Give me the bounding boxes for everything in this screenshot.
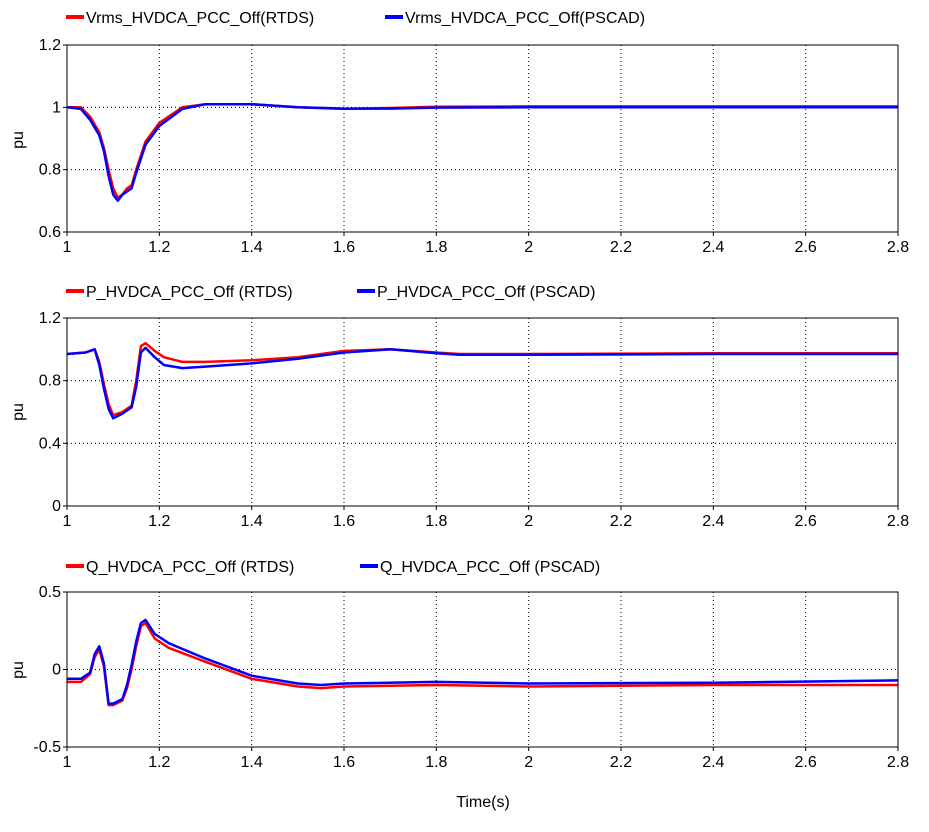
chart-panel-vrms: Vrms_HVDCA_PCC_Off(RTDS) Vrms_HVDCA_PCC_… <box>10 10 909 256</box>
x-tick-label: 2 <box>524 239 533 256</box>
x-tick-label: 1.4 <box>241 513 263 530</box>
x-tick-label: 1.2 <box>148 754 170 771</box>
x-tick-label: 1.2 <box>148 513 170 530</box>
series-line <box>66 346 898 420</box>
x-tick-label: 1.2 <box>148 239 170 256</box>
plot-frame <box>66 44 899 233</box>
legend: Q_HVDCA_PCC_Off (RTDS) Q_HVDCA_PCC_Off (… <box>66 559 600 576</box>
x-tick-label: 2 <box>524 754 533 771</box>
x-tick-label: 2.2 <box>610 754 632 771</box>
x-tick-label: 2.6 <box>795 239 817 256</box>
x-tick-label: 1.8 <box>425 239 447 256</box>
x-tick-label: 2.4 <box>702 513 724 530</box>
x-tick-label: 1.6 <box>333 239 355 256</box>
x-tick-label: 1 <box>63 754 72 771</box>
y-tick-label: 0.6 <box>39 224 61 241</box>
x-tick-label: 2.8 <box>887 239 909 256</box>
legend-label-pscad: P_HVDCA_PCC_Off (PSCAD) <box>377 284 595 301</box>
legend-label-rtds: Vrms_HVDCA_PCC_Off(RTDS) <box>86 10 314 27</box>
y-tick-label: 1 <box>52 99 61 116</box>
x-tick-label: 1.8 <box>425 754 447 771</box>
series-line <box>66 102 898 203</box>
y-tick-label: 0.8 <box>39 162 61 179</box>
x-tick-label: 2.6 <box>795 513 817 530</box>
chart-panel-p: P_HVDCA_PCC_Off (RTDS) P_HVDCA_PCC_Off (… <box>10 284 909 530</box>
y-tick-label: -0.5 <box>33 739 61 756</box>
legend-label-rtds: Q_HVDCA_PCC_Off (RTDS) <box>86 559 294 576</box>
x-tick-label: 2.4 <box>702 239 724 256</box>
chart-panel-q: Q_HVDCA_PCC_Off (RTDS) Q_HVDCA_PCC_Off (… <box>10 559 909 811</box>
y-tick-label: 0.5 <box>39 584 61 601</box>
legend-label-pscad: Vrms_HVDCA_PCC_Off(PSCAD) <box>405 10 645 27</box>
x-tick-label: 2 <box>524 513 533 530</box>
legend-label-pscad: Q_HVDCA_PCC_Off (PSCAD) <box>380 559 600 576</box>
plot-frame <box>66 317 899 507</box>
x-tick-label: 1 <box>63 513 72 530</box>
y-tick-label: 1.2 <box>39 310 61 327</box>
plot-frame <box>66 591 899 748</box>
x-tick-label: 2.2 <box>610 513 632 530</box>
x-axis-label: Time(s) <box>456 794 510 811</box>
legend-label-rtds: P_HVDCA_PCC_Off (RTDS) <box>86 284 293 301</box>
y-tick-label: 1.2 <box>39 37 61 54</box>
y-tick-label: 0 <box>52 662 61 679</box>
legend: P_HVDCA_PCC_Off (RTDS) P_HVDCA_PCC_Off (… <box>66 284 595 301</box>
plot-area: 1 1.2 1.4 1.6 1.8 2 2.2 2.4 2.6 2.8 0.6 0.8 1 1.2 <box>39 37 909 256</box>
y-axis-label: pu <box>10 403 27 421</box>
x-tick-label: 2.4 <box>702 754 724 771</box>
x-tick-label: 1.6 <box>333 513 355 530</box>
x-tick-label: 2.8 <box>887 513 909 530</box>
x-tick-label: 2.6 <box>795 754 817 771</box>
x-tick-label: 1.8 <box>425 513 447 530</box>
legend: Vrms_HVDCA_PCC_Off(RTDS) Vrms_HVDCA_PCC_… <box>66 10 645 27</box>
plot-background <box>67 318 898 506</box>
plot-area: 1 1.2 1.4 1.6 1.8 2 2.2 2.4 2.6 2.8 -0.5 0 0.5 <box>33 584 909 771</box>
series-line <box>67 618 899 705</box>
y-tick-label: 0 <box>52 498 61 515</box>
x-tick-label: 1.6 <box>333 754 355 771</box>
x-tick-label: 2.2 <box>610 239 632 256</box>
y-axis-label: pu <box>10 661 27 679</box>
x-tick-label: 1 <box>63 239 72 256</box>
plot-area: 1 1.2 1.4 1.6 1.8 2 2.2 2.4 2.6 2.8 0 0.4 0.8 1.2 <box>39 310 909 530</box>
y-tick-label: 0.8 <box>39 373 61 390</box>
y-tick-label: 0.4 <box>39 435 61 452</box>
y-axis-label: pu <box>10 131 27 149</box>
x-tick-label: 1.4 <box>241 754 263 771</box>
x-tick-label: 1.4 <box>241 239 263 256</box>
plot-background <box>67 45 898 232</box>
x-tick-label: 2.8 <box>887 754 909 771</box>
